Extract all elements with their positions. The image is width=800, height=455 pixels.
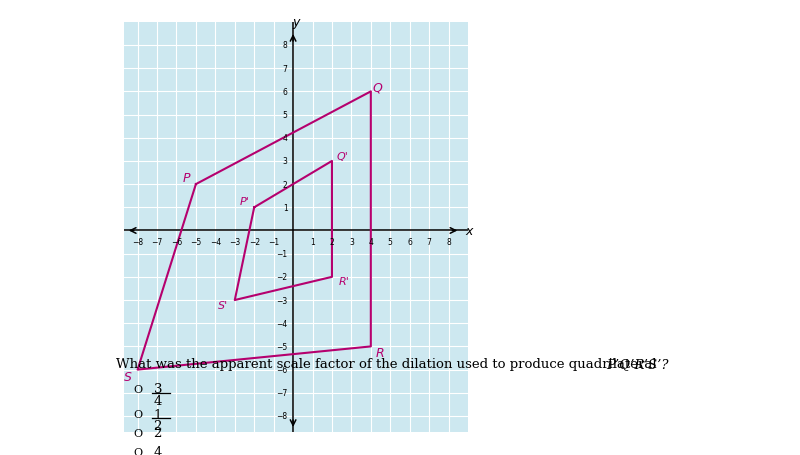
Text: O: O	[133, 410, 142, 420]
Text: Q': Q'	[337, 152, 349, 162]
Text: −5: −5	[190, 238, 202, 247]
Text: O: O	[133, 428, 142, 438]
Text: −2: −2	[277, 273, 288, 282]
Text: −3: −3	[229, 238, 241, 247]
Text: What was the apparent scale factor of the dilation used to produce quadrilateral: What was the apparent scale factor of th…	[116, 357, 661, 370]
Text: 5: 5	[388, 238, 393, 247]
Text: 1: 1	[283, 203, 288, 212]
Text: −1: −1	[277, 250, 288, 258]
Text: 7: 7	[426, 238, 431, 247]
Text: Q: Q	[373, 81, 382, 94]
Text: −1: −1	[268, 238, 279, 247]
Text: −7: −7	[151, 238, 162, 247]
Text: 5: 5	[282, 111, 288, 120]
Text: 2: 2	[154, 426, 162, 439]
Text: −7: −7	[276, 389, 288, 397]
Text: −8: −8	[277, 412, 288, 420]
Text: P': P'	[240, 197, 250, 207]
Text: −5: −5	[276, 342, 288, 351]
Text: 8: 8	[283, 41, 288, 51]
Text: 4: 4	[154, 445, 162, 455]
Text: R: R	[375, 346, 384, 359]
Text: O: O	[133, 384, 142, 394]
Text: 4: 4	[154, 394, 162, 408]
Text: R': R'	[338, 277, 349, 287]
Text: x: x	[465, 224, 473, 238]
Text: 4: 4	[282, 134, 288, 143]
Text: 6: 6	[407, 238, 412, 247]
Text: P: P	[182, 171, 190, 184]
Text: 3: 3	[282, 157, 288, 166]
Text: 3: 3	[154, 383, 162, 396]
Text: −6: −6	[171, 238, 182, 247]
Text: −2: −2	[249, 238, 260, 247]
Text: 2: 2	[283, 180, 288, 189]
Text: 3: 3	[349, 238, 354, 247]
Text: 8: 8	[446, 238, 451, 247]
Text: 1: 1	[154, 408, 162, 421]
Text: 2: 2	[330, 238, 334, 247]
Text: 7: 7	[282, 65, 288, 74]
Text: 2: 2	[154, 420, 162, 433]
Text: P’Q’R’S’?: P’Q’R’S’?	[606, 357, 669, 370]
Text: S: S	[124, 370, 132, 383]
Text: −4: −4	[210, 238, 221, 247]
Text: O: O	[133, 447, 142, 455]
Text: −6: −6	[276, 365, 288, 374]
Text: 4: 4	[368, 238, 374, 247]
Text: S': S'	[218, 300, 228, 310]
Text: −3: −3	[276, 296, 288, 305]
Text: 1: 1	[310, 238, 315, 247]
Text: −8: −8	[132, 238, 143, 247]
Text: 6: 6	[282, 88, 288, 96]
Text: y: y	[292, 15, 300, 29]
Text: −4: −4	[276, 319, 288, 328]
